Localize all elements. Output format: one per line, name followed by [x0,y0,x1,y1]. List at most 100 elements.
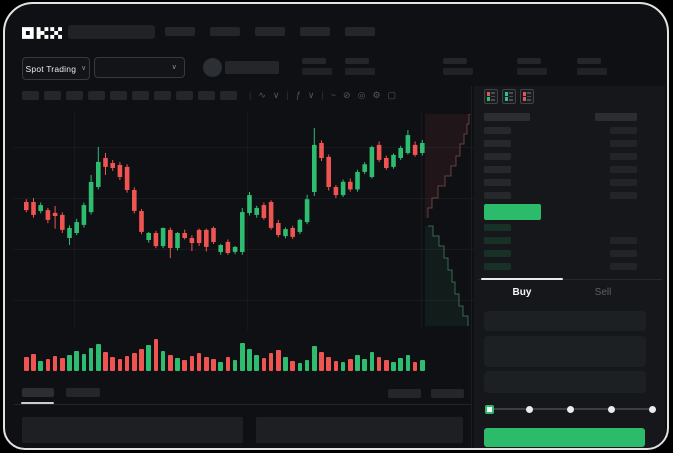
nav-item-placeholder[interactable] [210,27,240,36]
candle [160,228,166,247]
ask-amount-placeholder [610,192,637,199]
gridline-h [14,249,477,250]
candle-type-icon[interactable]: ∿ [258,89,266,100]
price-input-placeholder[interactable] [484,311,646,331]
orders-action-placeholder[interactable] [388,389,421,398]
candle [254,207,259,215]
ask-price-placeholder[interactable] [484,192,511,199]
ask-price-placeholder[interactable] [484,179,511,186]
ask-price-placeholder[interactable] [484,127,511,134]
volume-bar [348,359,353,371]
slider-stop[interactable] [607,405,615,413]
volume-bar [261,358,267,371]
volume-bar [369,352,375,371]
stat-value-placeholder [517,68,547,75]
indicators-chevron-icon[interactable]: ∨ [307,89,315,100]
market-type-selector[interactable]: Spot Trading ∨ [22,57,90,80]
interval-button-placeholder[interactable] [66,91,83,100]
interval-button-placeholder[interactable] [22,91,39,100]
indicators-icon[interactable]: ƒ [295,89,301,100]
line-tool-icon[interactable]: ~ [330,89,337,100]
slider-handle-selected[interactable] [484,404,494,414]
candle [276,223,281,235]
ask-price-placeholder[interactable] [484,153,511,160]
candle [376,144,382,160]
toggle-left-top [487,92,490,96]
toggle-line [509,99,513,101]
volume-bar [412,362,418,371]
volume-bar [232,360,238,371]
nav-item-placeholder[interactable] [165,27,195,36]
interval-button-placeholder[interactable] [176,91,193,100]
nav-item-placeholder[interactable] [255,27,285,36]
price-chart[interactable] [14,112,477,330]
volume-bar [182,360,187,371]
volume-bar [117,359,123,371]
tab-sell[interactable]: Sell [594,287,612,298]
bid-amount-placeholder [610,237,637,244]
pair-selector[interactable]: ∨ [94,57,185,78]
volume-bar [420,360,425,371]
gridline-v [74,112,75,330]
volume-bar [398,358,403,371]
amount-input-placeholder[interactable] [484,336,646,367]
gridline-h [14,147,477,148]
amount-slider[interactable] [484,400,656,418]
slider-stop[interactable] [567,405,574,413]
orderbook-combined-icon[interactable] [484,89,498,104]
bid-price-placeholder[interactable] [484,237,511,244]
ask-price-placeholder[interactable] [484,166,511,173]
ask-price-placeholder[interactable] [484,140,511,147]
fullscreen-icon[interactable]: ▢ [387,89,397,100]
orderbook-bids-icon[interactable] [502,89,516,104]
toggle-line [527,99,531,101]
interval-button-placeholder[interactable] [110,91,127,100]
interval-button-placeholder[interactable] [154,91,171,100]
chevron-down-icon: ∨ [171,64,177,71]
stat-label-placeholder [577,58,601,64]
slider-stop[interactable] [526,405,534,413]
slider-stop[interactable] [648,405,656,413]
candle [319,143,324,158]
volume-bar [218,362,223,371]
okx-logo[interactable] [22,26,62,39]
candle [110,163,115,168]
candle [24,202,29,211]
volume-bar [52,356,58,371]
volume-bar [340,362,346,371]
orders-tab-placeholder[interactable] [66,388,100,397]
separator: | [321,89,324,100]
screenshot-icon[interactable]: ◎ [357,89,366,100]
total-input-placeholder[interactable] [484,371,646,393]
tab-buy[interactable]: Buy [512,287,532,298]
bid-price-placeholder[interactable] [484,263,511,270]
orders-tab-active-placeholder[interactable] [22,388,54,397]
candle [103,158,108,167]
candle [232,246,238,252]
nav-item-placeholder[interactable] [300,27,330,36]
bid-price-placeholder[interactable] [484,250,511,257]
orderbook-asks-icon[interactable] [520,89,534,104]
compare-icon[interactable]: ⊘ [343,89,351,100]
volume-bar [225,357,231,371]
gridline-h [14,198,477,199]
interval-button-placeholder[interactable] [220,91,237,100]
candle-type-chevron-icon[interactable]: ∨ [272,89,280,100]
settings-icon[interactable]: ⚙ [372,89,381,100]
nav-item-placeholder[interactable] [345,27,375,36]
last-price-bar [484,204,541,220]
buy-tab-indicator [481,278,563,280]
search-input[interactable] [68,25,155,39]
app-window: Spot Trading ∨ ∨ | ∿ ∨ | ƒ ∨ | ~ ⊘ ◎ ⚙ ▢ Buy Sell [5,4,667,448]
orders-panel-placeholder [256,417,463,443]
candle [45,210,51,220]
orders-action-placeholder[interactable] [431,389,464,398]
interval-button-placeholder[interactable] [44,91,61,100]
interval-button-placeholder[interactable] [88,91,105,100]
volume-bar [96,344,101,371]
volume-bar [297,363,303,371]
interval-button-placeholder[interactable] [198,91,215,100]
interval-button-placeholder[interactable] [132,91,149,100]
bid-price-placeholder[interactable] [484,224,511,231]
buy-submit-button[interactable] [484,428,645,447]
